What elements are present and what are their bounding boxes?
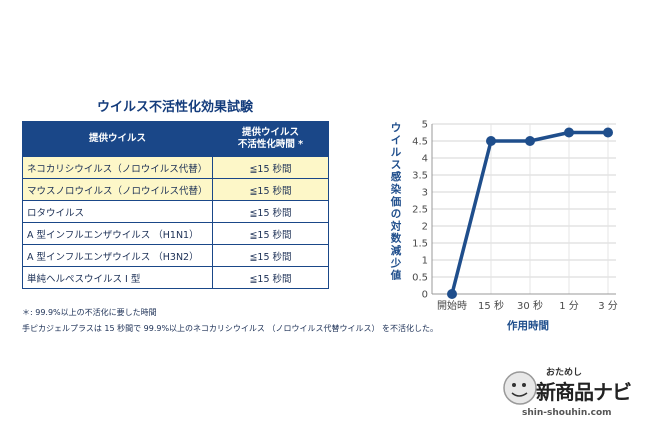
y-tick-label: 0: [422, 290, 428, 301]
mascot-icon: [503, 371, 537, 405]
table-title: ウイルス不活性化効果試験: [96, 100, 253, 115]
table-row: ロタウイルス ≦15 秒間: [22, 200, 329, 223]
table-row: 単純ヘルペスウイルス I 型 ≦15 秒間: [22, 266, 329, 289]
footnotes: ＊: 99.9%以上の不活化に要した時間 手ピカジェルプラスは 15 秒間で 9…: [22, 305, 438, 337]
inactivation-time-cell: ≦15 秒間: [212, 178, 329, 201]
watermark-small-text: おためし: [546, 368, 583, 378]
footnote-2: 手ピカジェルプラスは 15 秒間で 99.9%以上のネコカリシウイルス （ノロウ…: [22, 324, 438, 333]
y-tick-label: 1.5: [412, 239, 428, 250]
header-time: 提供ウイルス 不活性化時間 *: [212, 121, 329, 157]
table-row: ネコカリシウイルス（ノロウイルス代替） ≦15 秒間: [22, 156, 329, 179]
inactivation-time-cell: ≦15 秒間: [212, 156, 329, 179]
y-tick-label: 5: [422, 120, 428, 131]
x-tick-label: 開始時: [437, 299, 467, 312]
data-point: [486, 136, 496, 146]
y-axis-label: ウイルス感染価の対数減少値: [390, 122, 402, 282]
table-header-row: 提供ウイルス 提供ウイルス 不活性化時間 *: [22, 121, 329, 157]
data-point: [603, 127, 613, 138]
x-tick-label: 30 秒: [517, 299, 543, 312]
y-tick-label: 3.5: [412, 171, 428, 182]
inactivation-time-cell: ≦15 秒間: [212, 266, 329, 289]
watermark-url: shin-shouhin.com: [522, 408, 612, 418]
virus-test-table: 提供ウイルス 提供ウイルス 不活性化時間 * ネコカリシウイルス（ノロウイルス代…: [22, 121, 329, 289]
data-point: [447, 289, 457, 299]
site-watermark: おためし 新商品ナビ shin-shouhin.com: [498, 360, 648, 430]
y-tick-label: 0.5: [412, 273, 428, 284]
footnote-1: ＊: 99.9%以上の不活化に要した時間: [22, 308, 157, 317]
y-tick-label: 1: [422, 256, 428, 267]
table-row: A 型インフルエンザウイルス （H1N1） ≦15 秒間: [22, 222, 329, 245]
x-axis-label: 作用時間: [507, 319, 549, 332]
watermark-logo-text: 新商品ナビ: [536, 380, 632, 404]
data-point: [564, 127, 574, 138]
y-tick-label: 4.5: [412, 137, 428, 148]
x-tick-label: 3 分: [598, 300, 618, 312]
y-tick-label: 2.5: [412, 205, 428, 216]
table-row: A 型インフルエンザウイルス （H3N2） ≦15 秒間: [22, 244, 329, 267]
x-tick-label: 15 秒: [478, 299, 504, 312]
y-tick-label: 2: [422, 222, 428, 233]
y-tick-label: 4: [422, 154, 428, 165]
x-tick-label: 1 分: [559, 300, 579, 312]
y-tick-label: 3: [422, 188, 428, 199]
data-point: [525, 136, 535, 146]
